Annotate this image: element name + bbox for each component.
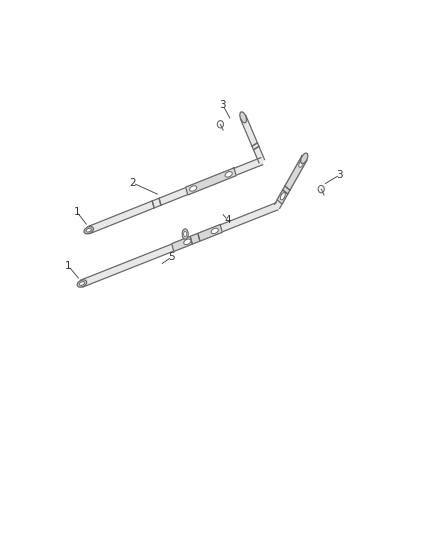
Ellipse shape — [299, 160, 304, 167]
Ellipse shape — [211, 228, 218, 233]
Polygon shape — [81, 204, 275, 287]
Polygon shape — [277, 156, 307, 204]
Ellipse shape — [300, 153, 308, 164]
Ellipse shape — [280, 192, 285, 200]
Ellipse shape — [184, 231, 187, 237]
Text: 1: 1 — [65, 261, 72, 271]
Text: 3: 3 — [336, 170, 343, 180]
Polygon shape — [258, 158, 263, 166]
Ellipse shape — [190, 186, 197, 191]
Text: 2: 2 — [130, 178, 136, 188]
Ellipse shape — [182, 229, 188, 239]
Polygon shape — [186, 168, 236, 195]
Polygon shape — [88, 159, 259, 233]
Ellipse shape — [240, 112, 247, 123]
Text: 5: 5 — [169, 252, 175, 262]
Polygon shape — [275, 156, 307, 208]
Text: 3: 3 — [219, 100, 226, 110]
Ellipse shape — [86, 228, 92, 232]
Ellipse shape — [84, 227, 93, 234]
Ellipse shape — [77, 280, 87, 287]
Polygon shape — [240, 116, 265, 163]
Polygon shape — [172, 224, 222, 252]
Ellipse shape — [225, 172, 232, 177]
Ellipse shape — [79, 281, 85, 285]
Text: 4: 4 — [225, 215, 231, 225]
Polygon shape — [273, 203, 278, 211]
Ellipse shape — [184, 239, 191, 245]
Text: 1: 1 — [74, 207, 80, 217]
